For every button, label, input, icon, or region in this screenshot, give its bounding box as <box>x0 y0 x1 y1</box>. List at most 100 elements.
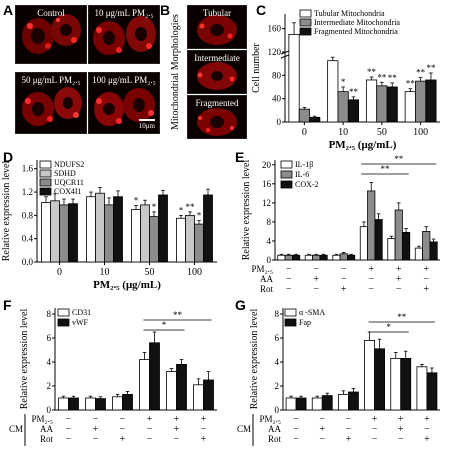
micrograph-caption: Intermediate <box>194 53 240 63</box>
bar <box>337 91 349 123</box>
micrograph-tubular: Tubular <box>187 5 247 49</box>
x-tick-label: 50 <box>377 127 387 138</box>
x-tick-label: 0 <box>57 267 62 278</box>
bar <box>386 86 398 123</box>
micrograph-100: 100 μg/mL PM₂.₅ 10μm <box>88 72 160 134</box>
micrograph-image <box>16 6 86 63</box>
condition-sign: − <box>93 414 99 425</box>
bar <box>347 99 360 123</box>
axis-break <box>280 50 290 55</box>
bar <box>402 231 411 261</box>
x-tick-label: 0 <box>302 127 307 138</box>
bar <box>185 214 195 263</box>
bar <box>338 393 349 411</box>
y-tick-label: 1.6 <box>22 164 34 174</box>
legend-label: Intermediate Mitochondria <box>314 18 400 27</box>
condition-sign: − <box>293 434 299 445</box>
chart-e: 0 4 8 12 16 20 Relative expression level PM₂.₅ −… <box>241 154 440 295</box>
condition-sign: + <box>120 434 126 445</box>
significance-mark: ** <box>381 164 391 174</box>
condition-sign: + <box>372 414 378 425</box>
significance-mark: ** <box>394 154 404 164</box>
bar <box>374 219 383 261</box>
bar <box>425 79 437 123</box>
condition-sign: − <box>293 414 299 425</box>
bar <box>59 204 69 263</box>
bar <box>339 253 348 261</box>
condition-sign: − <box>319 414 325 425</box>
bar <box>68 397 79 411</box>
condition-sign: − <box>66 424 72 435</box>
bar <box>348 391 359 411</box>
x-tick-label: 10 <box>338 127 348 138</box>
micrograph-image <box>188 51 246 93</box>
bar <box>359 226 368 261</box>
micrograph-intermediate: Intermediate <box>187 50 247 94</box>
bar <box>122 393 133 411</box>
micrograph-image <box>188 6 246 48</box>
bar <box>104 204 114 263</box>
y-tick-label: 8 <box>275 309 280 319</box>
condition-sign: − <box>313 264 319 275</box>
condition-sign: + <box>147 414 153 425</box>
bar <box>284 254 293 261</box>
significance-mark: * <box>179 205 184 215</box>
condition-sign: + <box>346 434 352 445</box>
condition-row-label: PM₂.₅ <box>31 414 53 424</box>
panel-d-label: D <box>3 149 14 165</box>
condition-sign: − <box>372 434 378 445</box>
condition-sign: − <box>120 414 126 425</box>
y-tick-label: 8 <box>267 217 272 227</box>
scale-bar: 10μm <box>139 119 155 130</box>
y-tick-label: 40 <box>272 94 282 104</box>
legend-label: IL-6 <box>295 170 309 179</box>
bar <box>415 80 427 123</box>
bar <box>400 357 412 411</box>
bar <box>365 79 378 123</box>
legend-swatch <box>39 187 52 196</box>
x-tick-label: 100 <box>413 127 428 138</box>
condition-prefix: CM <box>9 424 23 434</box>
x-tick-label: 100 <box>187 267 202 278</box>
condition-sign: − <box>66 434 72 445</box>
bar <box>288 34 300 123</box>
condition-sign: + <box>396 264 402 275</box>
significance-mark: ** <box>377 72 387 82</box>
y-axis-label: Cell number <box>251 42 262 92</box>
bar <box>347 254 356 261</box>
significance-mark: ** <box>173 310 183 320</box>
bar <box>149 342 160 411</box>
condition-sign: + <box>201 414 207 425</box>
condition-sign: − <box>286 284 292 295</box>
y-tick-label: 6 <box>47 333 52 343</box>
bar <box>387 238 396 261</box>
condition-sign: − <box>201 424 207 435</box>
bar <box>367 190 376 261</box>
bar <box>298 108 310 123</box>
legend-swatch <box>299 18 312 27</box>
condition-row-label: AA <box>40 424 53 434</box>
condition-sign: − <box>147 424 153 435</box>
condition-sign: − <box>368 284 374 295</box>
bar <box>194 223 204 263</box>
legend-swatch <box>57 318 70 327</box>
legend-swatch <box>39 169 52 178</box>
bar <box>85 397 96 411</box>
bar <box>41 202 51 263</box>
condition-sign: + <box>341 284 347 295</box>
condition-sign: − <box>346 414 352 425</box>
condition-sign: + <box>398 424 404 435</box>
condition-sign: − <box>293 424 299 435</box>
y-tick-label: 1.2 <box>22 187 33 197</box>
micrograph-caption: Tubular <box>202 8 232 18</box>
condition-sign: + <box>174 414 180 425</box>
y-tick-label: 2 <box>275 381 280 391</box>
bar <box>203 379 214 411</box>
bar <box>414 247 423 261</box>
bar <box>131 209 141 263</box>
